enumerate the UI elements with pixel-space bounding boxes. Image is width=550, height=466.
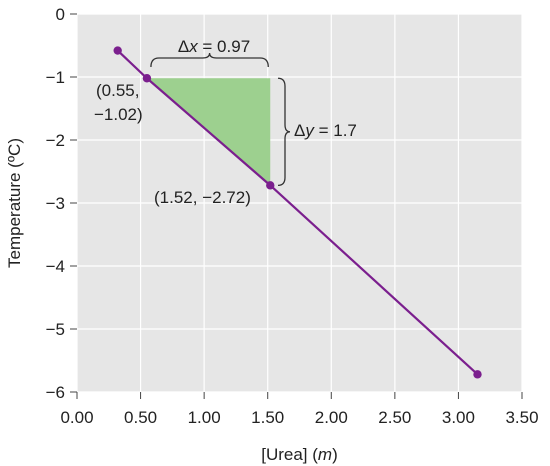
data-point (113, 46, 122, 55)
x-axis-ticks: 0.00 0.50 1.00 1.50 2.00 2.50 3.00 3.50 (60, 392, 539, 427)
delta-x-var: x (188, 37, 198, 56)
data-point (142, 74, 152, 83)
x-tick-label: 1.00 (188, 408, 221, 427)
delta-y-value: = 1.7 (314, 121, 357, 140)
y-axis-title: Temperature (ºC) (5, 138, 24, 268)
y-tick-label: −1 (46, 68, 65, 87)
y-tick-label: −4 (46, 257, 65, 276)
x-axis-title-end: ) (332, 445, 338, 464)
x-tick-label: 0.00 (60, 408, 93, 427)
x-tick-label: 3.50 (505, 408, 538, 427)
delta-x-value: = 0.97 (198, 37, 250, 56)
x-axis-title: [Urea] (m) (261, 445, 338, 464)
point2-label: (1.52, −2.72) (154, 188, 251, 207)
y-tick-label: −2 (46, 131, 65, 150)
delta-y-var: y (304, 121, 315, 140)
x-tick-label: 2.50 (378, 408, 411, 427)
delta-x-label: Δx = 0.97 (178, 37, 250, 56)
y-tick-label: −6 (46, 383, 65, 402)
y-tick-label: 0 (56, 5, 65, 24)
x-axis-title-unit: m (318, 445, 332, 464)
delta-y-bracket (277, 77, 291, 187)
delta-y-label: Δy = 1.7 (294, 121, 357, 140)
data-point (266, 181, 275, 190)
x-tick-label: 0.50 (124, 408, 157, 427)
point1-label-line2: −1.02) (94, 105, 143, 124)
data-point (473, 370, 482, 379)
series-line (116, 49, 479, 376)
data-points (113, 46, 482, 379)
x-tick-label: 1.50 (251, 408, 284, 427)
x-tick-label: 3.00 (442, 408, 475, 427)
y-axis-ticks: 0 −1 −2 −3 −4 −5 −6 (46, 5, 77, 402)
y-tick-label: −3 (46, 194, 65, 213)
delta-y-symbol: Δ (294, 121, 305, 140)
x-axis-title-main: [Urea] ( (261, 445, 318, 464)
x-tick-label: 2.00 (315, 408, 348, 427)
grid (76, 13, 523, 393)
delta-x-symbol: Δ (178, 37, 189, 56)
delta-x-bracket (150, 52, 269, 68)
point1-label-line1: (0.55, (96, 81, 139, 100)
y-tick-label: −5 (46, 320, 65, 339)
